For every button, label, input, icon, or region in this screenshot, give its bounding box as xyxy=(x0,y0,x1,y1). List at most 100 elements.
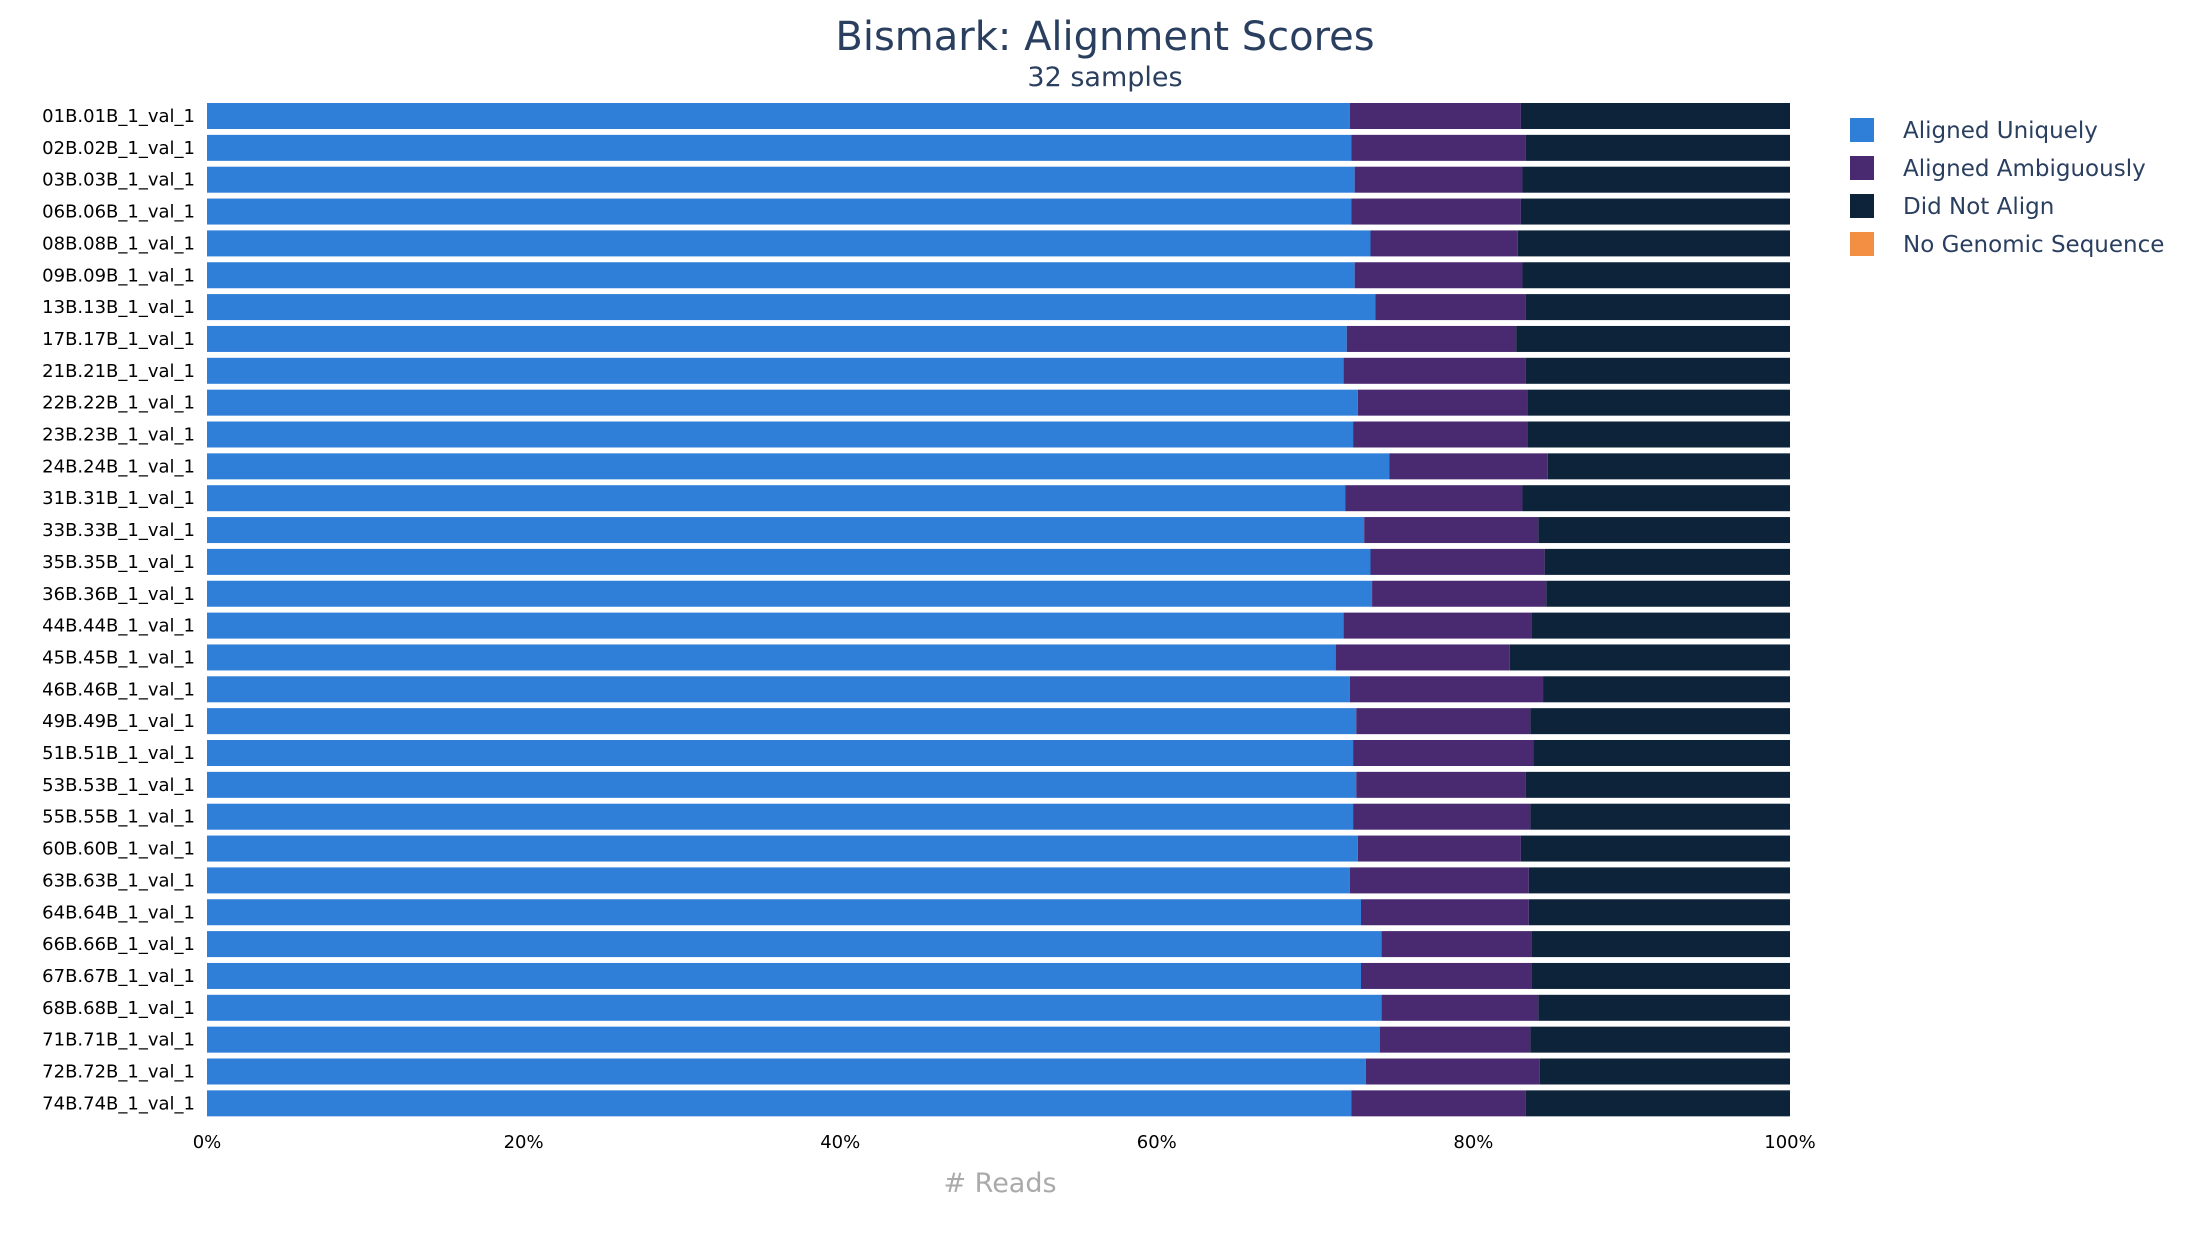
bar-segment[interactable] xyxy=(207,771,1357,798)
bar-segment[interactable] xyxy=(1345,485,1523,512)
bar-segment[interactable] xyxy=(207,994,1382,1021)
bar-segment[interactable] xyxy=(1527,389,1790,416)
bar-segment[interactable] xyxy=(1351,134,1526,161)
legend-swatch[interactable] xyxy=(1850,232,1874,256)
bar-segment[interactable] xyxy=(207,899,1362,926)
bar-segment[interactable] xyxy=(1381,994,1539,1021)
bar-segment[interactable] xyxy=(1353,803,1531,830)
bar-segment[interactable] xyxy=(1509,644,1790,671)
bar-segment[interactable] xyxy=(207,1090,1352,1117)
bar-segment[interactable] xyxy=(1365,1058,1540,1085)
bar-segment[interactable] xyxy=(207,676,1350,703)
bar-segment[interactable] xyxy=(207,931,1382,958)
bar-segment[interactable] xyxy=(207,262,1355,289)
bar-segment[interactable] xyxy=(1361,962,1532,989)
bar-segment[interactable] xyxy=(1349,867,1529,894)
bar-segment[interactable] xyxy=(207,421,1354,448)
bar-segment[interactable] xyxy=(207,357,1344,384)
bar-segment[interactable] xyxy=(1361,899,1529,926)
bar-segment[interactable] xyxy=(1528,867,1790,894)
bar-segment[interactable] xyxy=(1357,389,1528,416)
bar-segment[interactable] xyxy=(1357,835,1521,862)
bar-segment[interactable] xyxy=(207,548,1371,575)
bar-segment[interactable] xyxy=(1349,103,1521,129)
bar-segment[interactable] xyxy=(207,517,1365,544)
bar-segment[interactable] xyxy=(1538,994,1790,1021)
bar-segment[interactable] xyxy=(1525,771,1790,798)
bar-segment[interactable] xyxy=(207,485,1346,512)
legend-label[interactable]: Aligned Uniquely xyxy=(1903,118,2098,144)
bar-segment[interactable] xyxy=(1346,325,1517,352)
bar-segment[interactable] xyxy=(207,134,1352,161)
legend-label[interactable]: Aligned Ambiguously xyxy=(1903,156,2146,182)
bar-segment[interactable] xyxy=(1527,421,1790,448)
bar-segment[interactable] xyxy=(1520,198,1790,225)
bar-segment[interactable] xyxy=(1520,835,1790,862)
bar-segment[interactable] xyxy=(207,803,1354,830)
bar-segment[interactable] xyxy=(1335,644,1510,671)
bar-segment[interactable] xyxy=(1531,962,1790,989)
bar-segment[interactable] xyxy=(1381,931,1532,958)
bar-segment[interactable] xyxy=(207,453,1390,480)
bar-segment[interactable] xyxy=(207,962,1362,989)
bar-segment[interactable] xyxy=(1538,517,1790,544)
bar-segment[interactable] xyxy=(207,1058,1366,1085)
bar-segment[interactable] xyxy=(1522,262,1790,289)
bar-segment[interactable] xyxy=(1547,453,1790,480)
bar-segment[interactable] xyxy=(207,867,1350,894)
bar-segment[interactable] xyxy=(207,612,1344,639)
bar-segment[interactable] xyxy=(207,166,1355,193)
bar-segment[interactable] xyxy=(1543,676,1790,703)
bar-segment[interactable] xyxy=(1353,421,1528,448)
bar-segment[interactable] xyxy=(1372,580,1547,607)
bar-segment[interactable] xyxy=(207,740,1354,766)
bar-segment[interactable] xyxy=(1546,580,1790,607)
bar-segment[interactable] xyxy=(1343,357,1526,384)
bar-segment[interactable] xyxy=(1356,708,1531,735)
bar-segment[interactable] xyxy=(1533,740,1790,766)
bar-segment[interactable] xyxy=(1375,294,1526,321)
bar-segment[interactable] xyxy=(1544,548,1790,575)
bar-segment[interactable] xyxy=(1380,1026,1531,1053)
bar-segment[interactable] xyxy=(207,389,1358,416)
legend-swatch[interactable] xyxy=(1850,118,1874,142)
bar-segment[interactable] xyxy=(1525,294,1790,321)
legend-label[interactable]: No Genomic Sequence xyxy=(1903,232,2164,258)
bar-segment[interactable] xyxy=(207,294,1376,321)
bar-segment[interactable] xyxy=(1531,612,1790,639)
bar-segment[interactable] xyxy=(207,835,1358,862)
bar-segment[interactable] xyxy=(1353,740,1534,766)
bar-segment[interactable] xyxy=(1517,230,1790,257)
bar-segment[interactable] xyxy=(207,708,1357,735)
bar-segment[interactable] xyxy=(1354,262,1523,289)
bar-segment[interactable] xyxy=(1364,517,1539,544)
bar-segment[interactable] xyxy=(207,580,1373,607)
bar-segment[interactable] xyxy=(1516,325,1790,352)
legend-swatch[interactable] xyxy=(1850,156,1874,180)
bar-segment[interactable] xyxy=(1530,708,1790,735)
bar-segment[interactable] xyxy=(1525,357,1790,384)
bar-segment[interactable] xyxy=(1351,198,1521,225)
bar-segment[interactable] xyxy=(207,1026,1381,1053)
bar-segment[interactable] xyxy=(1370,230,1518,257)
bar-segment[interactable] xyxy=(1356,771,1526,798)
bar-segment[interactable] xyxy=(1389,453,1548,480)
bar-segment[interactable] xyxy=(1522,485,1790,512)
bar-segment[interactable] xyxy=(1539,1058,1790,1085)
bar-segment[interactable] xyxy=(1343,612,1532,639)
bar-segment[interactable] xyxy=(207,644,1336,671)
bar-segment[interactable] xyxy=(1525,1090,1790,1117)
bar-segment[interactable] xyxy=(1520,103,1790,129)
bar-segment[interactable] xyxy=(1530,803,1790,830)
bar-segment[interactable] xyxy=(1370,548,1545,575)
bar-segment[interactable] xyxy=(1522,166,1790,193)
bar-segment[interactable] xyxy=(207,198,1352,225)
bar-segment[interactable] xyxy=(1525,134,1790,161)
bar-segment[interactable] xyxy=(1351,1090,1526,1117)
legend-swatch[interactable] xyxy=(1850,194,1874,218)
legend-label[interactable]: Did Not Align xyxy=(1903,194,2054,220)
bar-segment[interactable] xyxy=(1530,1026,1790,1053)
bar-segment[interactable] xyxy=(207,230,1371,257)
bar-segment[interactable] xyxy=(1528,899,1790,926)
bar-segment[interactable] xyxy=(207,325,1347,352)
